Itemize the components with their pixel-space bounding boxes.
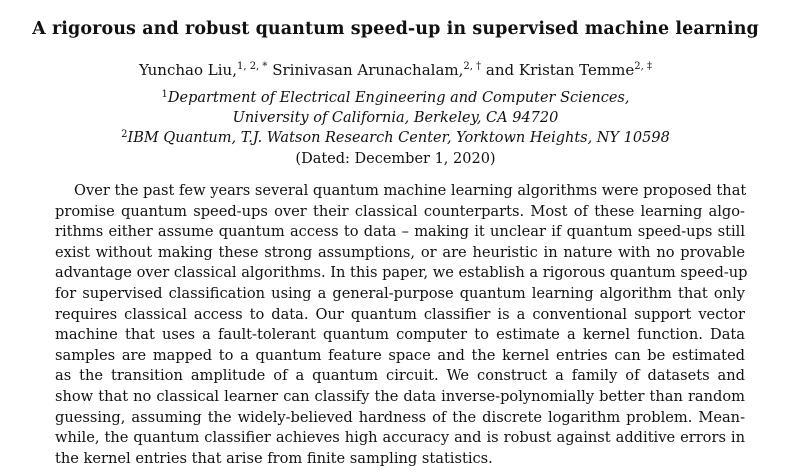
abstract: Over the past few years several quantum … [55,181,748,469]
abstract-line: the kernel entries that arise from finit… [55,449,493,467]
affiliation-mark: 1 [161,89,168,100]
abstract-line: Over the past few years several quantum … [74,182,747,199]
abstract-line: show that no classical learner can class… [55,387,745,405]
affiliation-mark: 2 [121,129,128,140]
abstract-line: guessing, assuming the widely-believed h… [55,408,745,426]
abstract-line: requires classical access to data. Our q… [55,305,745,323]
abstract-line: samples are mapped to a quantum feature … [55,346,745,364]
author-marks: 2, † [463,61,482,72]
abstract-line: exist without making these strong assump… [55,243,745,261]
affiliation-1-cont: University of California, Berkeley, CA 9… [0,110,791,126]
abstract-line: advantage over classical algorithms. In … [55,264,748,282]
affiliation-text: University of California, Berkeley, CA 9… [232,110,559,126]
paper-title: A rigorous and robust quantum speed-up i… [32,19,759,39]
abstract-line: as the transition amplitude of a quantum… [55,367,745,385]
abstract-line: while, the quantum classifier achieves h… [55,429,745,447]
affiliation-2: 2IBM Quantum, T.J. Watson Research Cente… [0,129,791,147]
author-name: Yunchao Liu, [139,61,237,79]
abstract-line: rithms either assume quantum access to d… [55,223,745,241]
author-name: and Kristan Temme [485,61,635,79]
author-list: Yunchao Liu,1, 2, * Srinivasan Arunachal… [0,61,791,79]
author-marks: 2, ‡ [634,61,652,72]
abstract-line: for supervised classification using a ge… [55,284,745,302]
author-marks: 1, 2, * [236,61,268,72]
abstract-line: promise quantum speed-ups over their cla… [55,202,745,220]
affiliation-text: IBM Quantum, T.J. Watson Research Center… [127,130,670,146]
author-name: Srinivasan Arunachalam, [272,61,464,79]
affiliation-text: Department of Electrical Engineering and… [167,90,630,106]
dated-line: (Dated: December 1, 2020) [295,151,496,167]
affiliation-1: 1Department of Electrical Engineering an… [0,89,791,107]
abstract-line: machine that uses a fault-tolerant quant… [55,326,745,344]
